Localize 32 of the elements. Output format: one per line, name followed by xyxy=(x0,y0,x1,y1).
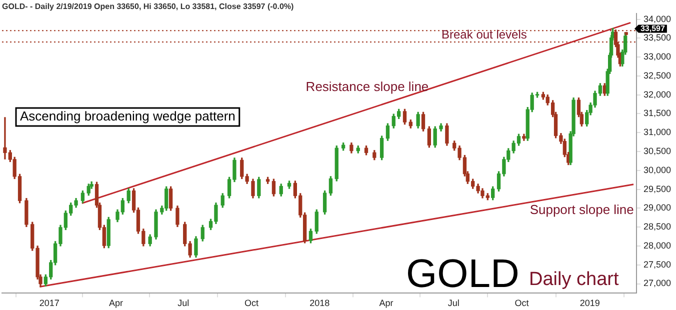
x-tick-label: 2018 xyxy=(310,298,330,308)
y-tick-label: 27,500 xyxy=(643,259,672,270)
x-tick-label: Oct xyxy=(244,298,259,308)
text: 33,597 xyxy=(640,24,666,33)
series-label: Resistance slope line xyxy=(306,78,429,94)
x-tick-label: 2019 xyxy=(580,298,600,308)
y-tick-label: 28,500 xyxy=(643,222,672,232)
x-tick-label: Oct xyxy=(514,298,530,308)
y-tick-label: 31,000 xyxy=(643,127,672,138)
x-tick-label: Jul xyxy=(448,298,460,308)
y-tick-label: 30,500 xyxy=(643,146,672,156)
annotation: GOLD xyxy=(406,252,520,296)
y-tick-label: 30,000 xyxy=(643,164,672,175)
annotation: Ascending broadening wedge pattern xyxy=(20,108,236,124)
x-tick-label: Jul xyxy=(178,298,190,308)
y-tick-label: 28,000 xyxy=(643,240,672,250)
y-tick-label: 31,500 xyxy=(643,108,672,118)
y-tick-label: 34,000 xyxy=(643,14,672,24)
y-tick-label: 32,500 xyxy=(643,70,672,80)
series-label: Support slope line xyxy=(530,202,634,217)
ref-line-label: Break out levels xyxy=(442,27,527,42)
y-tick-label: 33,500 xyxy=(643,32,672,43)
annotation: Daily chart xyxy=(529,269,620,290)
x-tick-label: 2017 xyxy=(39,298,60,308)
y-tick-label: 29,500 xyxy=(643,184,672,194)
y-tick-label: 32,000 xyxy=(643,89,672,100)
y-tick-label: 33,000 xyxy=(643,52,672,62)
y-tick-label: 29,000 xyxy=(643,202,672,213)
chart-title: GOLD- - Daily 2/19/2019 Open 33650, Hi 33650, Lo 33581, Close 33597 (-0.0%) xyxy=(2,2,294,12)
x-tick-label: Apr xyxy=(379,298,394,308)
x-tick-label: Apr xyxy=(109,298,124,308)
y-tick-label: 27,000 xyxy=(643,278,672,288)
